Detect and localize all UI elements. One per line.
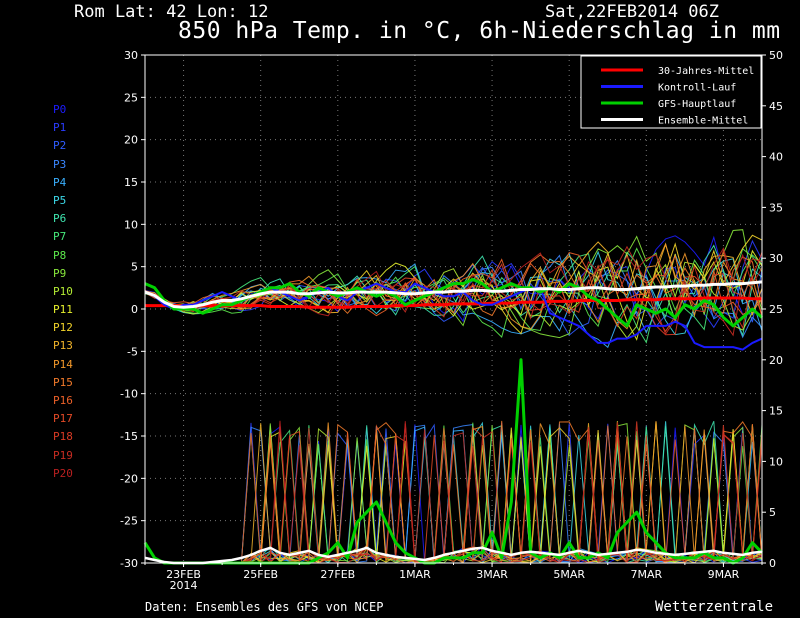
chart-title: 850 hPa Temp. in °C, 6h-Niederschlag in …	[178, 18, 781, 44]
ensemble-precip-p8	[145, 422, 763, 564]
station-label: Rom Lat: 42 Lon: 12	[74, 2, 269, 22]
left-tick-label: -30	[120, 557, 138, 570]
member-label-p10: P10	[53, 284, 73, 298]
member-label-p3: P3	[53, 157, 67, 171]
member-label-p17: P17	[53, 412, 73, 426]
right-tick-label: 50	[769, 49, 783, 62]
series-line-0	[145, 296, 762, 309]
x-tick-label: 7MAR	[630, 568, 662, 581]
member-label-p6: P6	[53, 212, 67, 226]
ensemble-members	[144, 229, 763, 565]
legend: 30-Jahres-Mittel Kontroll-Lauf GFS-Hauptla…	[580, 55, 762, 129]
right-tick-label: 10	[769, 455, 783, 468]
member-label-p18: P18	[53, 430, 73, 444]
member-label-p13: P13	[53, 339, 73, 353]
data-source: Daten: Ensembles des GFS von NCEP	[145, 600, 384, 614]
right-tick-label: 40	[769, 151, 783, 164]
ensemble-precip-p11	[145, 421, 763, 564]
series-line-5	[144, 546, 763, 565]
left-tick-label: 25	[124, 91, 138, 104]
member-label-p7: P7	[53, 230, 67, 244]
right-tick-label: 35	[769, 201, 783, 214]
series-line-4	[143, 358, 764, 565]
legend-label: 30-Jahres-Mittel	[658, 66, 754, 77]
member-label-p5: P5	[53, 193, 67, 207]
right-tick-label: 20	[769, 354, 783, 367]
legend-label: Ensemble-Mittel	[658, 116, 748, 127]
series-line-3	[144, 280, 763, 309]
legend-label: GFS-Hauptlauf	[658, 99, 736, 110]
x-tick-label: 25FEB	[243, 568, 278, 581]
ensemble-temp-p19	[144, 245, 763, 337]
ensemble-precip-p1	[145, 422, 763, 565]
member-label-p16: P16	[53, 394, 73, 407]
member-label-p8: P8	[53, 248, 67, 262]
ensemble-precip-p13	[145, 423, 763, 564]
ensemble-member-list: P0 P1 P2 P3 P4 P5 P6 P7 P8 P9 P10 P11 P12 P13 P14 P15 P1…	[53, 101, 73, 483]
left-tick-label: -15	[120, 430, 138, 443]
left-tick-label: -25	[120, 515, 138, 528]
x-tick-label: 3MAR	[476, 568, 508, 581]
x-tick-label: 23FEB	[166, 568, 201, 581]
member-label-p15: P15	[53, 375, 73, 389]
ensemble-temp-p7	[144, 253, 763, 344]
right-tick-label: 5	[769, 506, 776, 519]
x-tick-label: 9MAR	[708, 568, 740, 581]
left-tick-label: 0	[131, 303, 138, 316]
ensemble-precip-p0	[145, 422, 763, 564]
ensemble-precip-p6	[145, 421, 763, 564]
member-label-p20: P20	[53, 466, 73, 480]
x-tick-label: 2014	[170, 579, 198, 592]
left-tick-label: 15	[124, 176, 138, 189]
ensemble-precip-p9	[145, 422, 763, 564]
left-tick-label: -20	[120, 472, 138, 485]
left-axis-ticks: -30 -25 -20 -15 -10 -5 0 5 10 15 20 25 30	[120, 49, 145, 570]
member-label-p9: P9	[53, 266, 67, 280]
left-tick-label: -5	[127, 345, 138, 358]
member-label-p19: P19	[53, 448, 73, 462]
member-label-p0: P0	[53, 103, 67, 116]
right-tick-label: 45	[769, 100, 783, 113]
ensemble-precip-p14	[145, 421, 763, 564]
right-tick-label: 15	[769, 405, 783, 418]
legend-box	[580, 55, 762, 129]
left-tick-label: 10	[124, 218, 138, 231]
member-label-p11: P11	[53, 303, 73, 317]
x-tick-label: 5MAR	[553, 568, 585, 581]
left-tick-label: 20	[124, 134, 138, 147]
ensemble-temp-p12	[144, 234, 763, 335]
x-tick-label: 1MAR	[399, 568, 431, 581]
right-axis-ticks: 0 5 10 15 20 25 30 35 40 45 50	[762, 49, 783, 570]
member-label-p1: P1	[53, 121, 67, 135]
ensemble-temp-p14	[144, 242, 763, 330]
left-tick-label: 5	[131, 261, 138, 274]
ensemble-precip-p5	[145, 421, 763, 564]
left-tick-label: -10	[120, 388, 138, 401]
ensemble-precip-p18	[145, 421, 763, 564]
right-tick-label: 25	[769, 303, 783, 316]
right-tick-label: 30	[769, 252, 783, 265]
main-series	[143, 277, 764, 565]
run-date: Sat,22FEB2014 06Z	[545, 2, 719, 22]
legend-label: Kontroll-Lauf	[658, 83, 736, 94]
brand: Wetterzentrale	[655, 599, 774, 615]
member-label-p12: P12	[53, 321, 73, 335]
right-tick-label: 0	[769, 557, 776, 570]
member-label-p2: P2	[53, 139, 67, 153]
ensemble-temp-p15	[144, 254, 763, 317]
member-label-p4: P4	[53, 175, 67, 189]
member-label-p14: P14	[53, 357, 73, 371]
x-tick-label: 27FEB	[320, 568, 355, 581]
left-tick-label: 30	[124, 49, 138, 62]
